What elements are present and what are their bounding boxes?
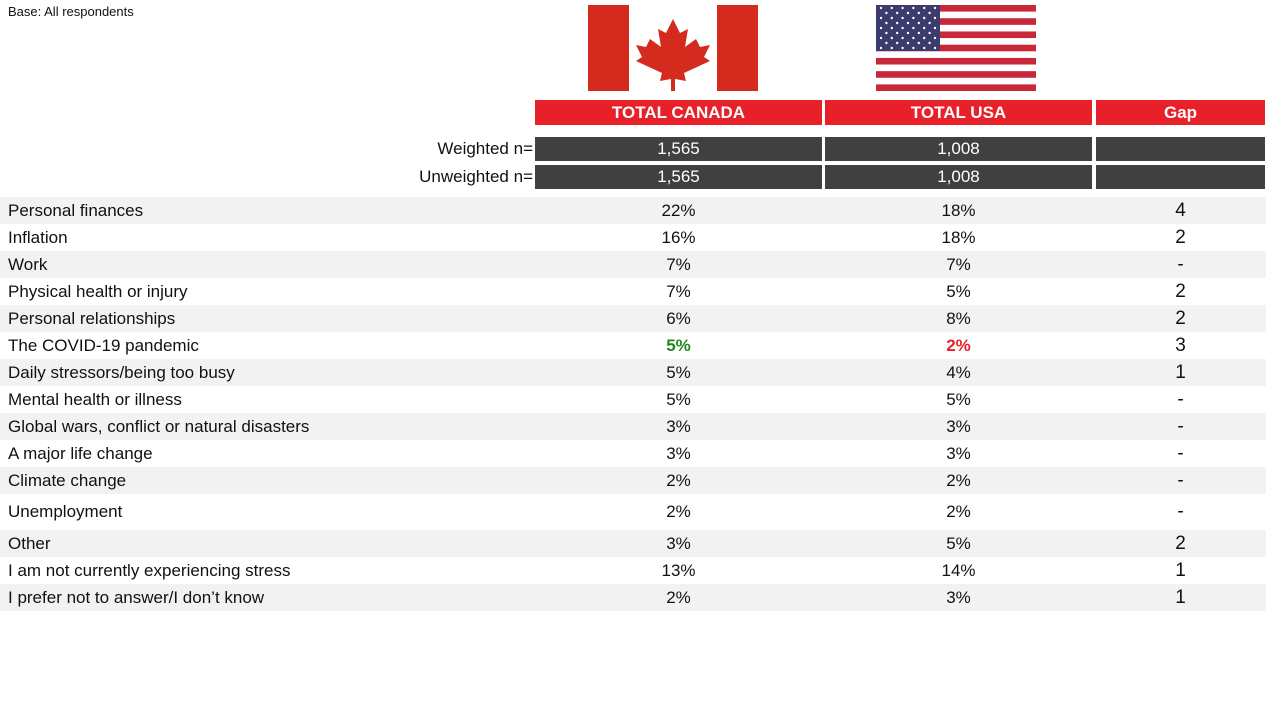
- data-row: Physical health or injury 7% 5% 2: [0, 278, 1266, 305]
- row-label: Daily stressors/being too busy: [8, 362, 235, 382]
- row-label: Mental health or illness: [8, 389, 182, 409]
- row-label: Weighted n=: [437, 139, 533, 158]
- canada-cell: 5%: [666, 389, 691, 409]
- header-row: TOTAL CANADA TOTAL USA Gap: [0, 100, 1266, 125]
- data-row: Work 7% 7% -: [0, 251, 1266, 278]
- canada-cell: 16%: [661, 227, 696, 247]
- data-row: Personal finances 22% 18% 4: [0, 197, 1266, 224]
- sample-cell: 1,565: [535, 165, 822, 189]
- gap-cell: 1: [1175, 361, 1186, 383]
- canada-cell: 2%: [666, 502, 691, 521]
- usa-cell: 18%: [941, 200, 976, 220]
- row-label: Unweighted n=: [419, 167, 533, 186]
- data-row: I am not currently experiencing stress 13…: [0, 557, 1266, 584]
- row-label: The COVID-19 pandemic: [8, 335, 199, 355]
- gap-cell: -: [1177, 415, 1184, 437]
- data-row: The COVID-19 pandemic 5% 2% 3: [0, 332, 1266, 359]
- gap-cell: 2: [1175, 226, 1186, 248]
- row-label: Unemployment: [8, 502, 123, 521]
- data-row: I prefer not to answer/I don’t know 2% 3% 1: [0, 584, 1266, 611]
- sample-cell: 1,008: [825, 165, 1092, 189]
- canada-cell: 6%: [666, 308, 691, 328]
- usa-cell: 4%: [946, 362, 971, 382]
- data-row: Other 3% 5% 2: [0, 530, 1266, 557]
- usa-cell: 3%: [946, 443, 971, 463]
- gap-cell: -: [1177, 469, 1184, 491]
- header-cell: TOTAL USA: [825, 100, 1092, 125]
- data-row: Mental health or illness 5% 5% -: [0, 386, 1266, 413]
- gap-cell: 2: [1175, 280, 1186, 302]
- sample-row: Weighted n= 1,565 1,008: [0, 137, 1266, 161]
- data-row: Inflation 16% 18% 2: [0, 224, 1266, 251]
- header-cell: Gap: [1096, 100, 1265, 125]
- base-note: Base: All respondents: [8, 4, 134, 19]
- canada-cell: 5%: [666, 335, 691, 355]
- row-label: I am not currently experiencing stress: [8, 560, 291, 580]
- gap-cell: 2: [1175, 532, 1186, 554]
- gap-cell: -: [1177, 253, 1184, 275]
- gap-cell: -: [1177, 442, 1184, 464]
- canada-cell: 3%: [666, 416, 691, 436]
- canada-cell: 7%: [666, 254, 691, 274]
- canada-cell: 13%: [661, 560, 696, 580]
- row-label: Global wars, conflict or natural disaste…: [8, 416, 310, 436]
- gap-cell: 1: [1175, 586, 1186, 608]
- canada-cell: 7%: [666, 281, 691, 301]
- sample-cell: [1096, 165, 1265, 189]
- usa-flag: [876, 5, 1036, 91]
- canada-cell: 2%: [666, 587, 691, 607]
- usa-cell: 2%: [946, 502, 971, 521]
- gap-cell: 2: [1175, 307, 1186, 329]
- row-label: Personal finances: [8, 200, 144, 220]
- data-row: Climate change 2% 2% -: [0, 467, 1266, 494]
- row-label: Physical health or injury: [8, 281, 188, 301]
- canada-cell: 3%: [666, 533, 691, 553]
- usa-cell: 14%: [941, 560, 976, 580]
- row-label: Inflation: [8, 227, 68, 247]
- usa-cell: 8%: [946, 308, 971, 328]
- canada-cell: 22%: [661, 200, 696, 220]
- usa-cell: 5%: [946, 281, 971, 301]
- row-label: A major life change: [8, 443, 153, 463]
- canada-cell: 2%: [666, 470, 691, 490]
- row-label: Climate change: [8, 470, 127, 490]
- row-label: Other: [8, 533, 51, 553]
- usa-cell: 5%: [946, 533, 971, 553]
- sample-cell: [1096, 137, 1265, 161]
- usa-cell: 5%: [946, 389, 971, 409]
- data-row: Daily stressors/being too busy 5% 4% 1: [0, 359, 1266, 386]
- sample-cell: 1,565: [535, 137, 822, 161]
- row-label: I prefer not to answer/I don’t know: [8, 587, 265, 607]
- data-row: Global wars, conflict or natural disaste…: [0, 413, 1266, 440]
- sample-row: Unweighted n= 1,565 1,008: [0, 165, 1266, 189]
- sample-cell: 1,008: [825, 137, 1092, 161]
- data-row: A major life change 3% 3% -: [0, 440, 1266, 467]
- gap-cell: 3: [1175, 334, 1186, 356]
- data-row: Personal relationships 6% 8% 2: [0, 305, 1266, 332]
- usa-cell: 7%: [946, 254, 971, 274]
- usa-cell: 18%: [941, 227, 976, 247]
- usa-cell: 3%: [946, 587, 971, 607]
- canada-cell: 5%: [666, 362, 691, 382]
- canada-flag: [588, 5, 758, 91]
- gap-cell: -: [1177, 388, 1184, 410]
- canada-cell: 3%: [666, 443, 691, 463]
- usa-cell: 3%: [946, 416, 971, 436]
- usa-cell: 2%: [946, 335, 971, 355]
- row-label: Work: [8, 254, 48, 274]
- row-label: Personal relationships: [8, 308, 176, 328]
- gap-cell: 1: [1175, 559, 1186, 581]
- data-row: Unemployment 2% 2% -: [0, 494, 1266, 530]
- header-cell: TOTAL CANADA: [535, 100, 822, 125]
- gap-cell: -: [1177, 501, 1184, 522]
- gap-cell: 4: [1175, 199, 1186, 221]
- usa-cell: 2%: [946, 470, 971, 490]
